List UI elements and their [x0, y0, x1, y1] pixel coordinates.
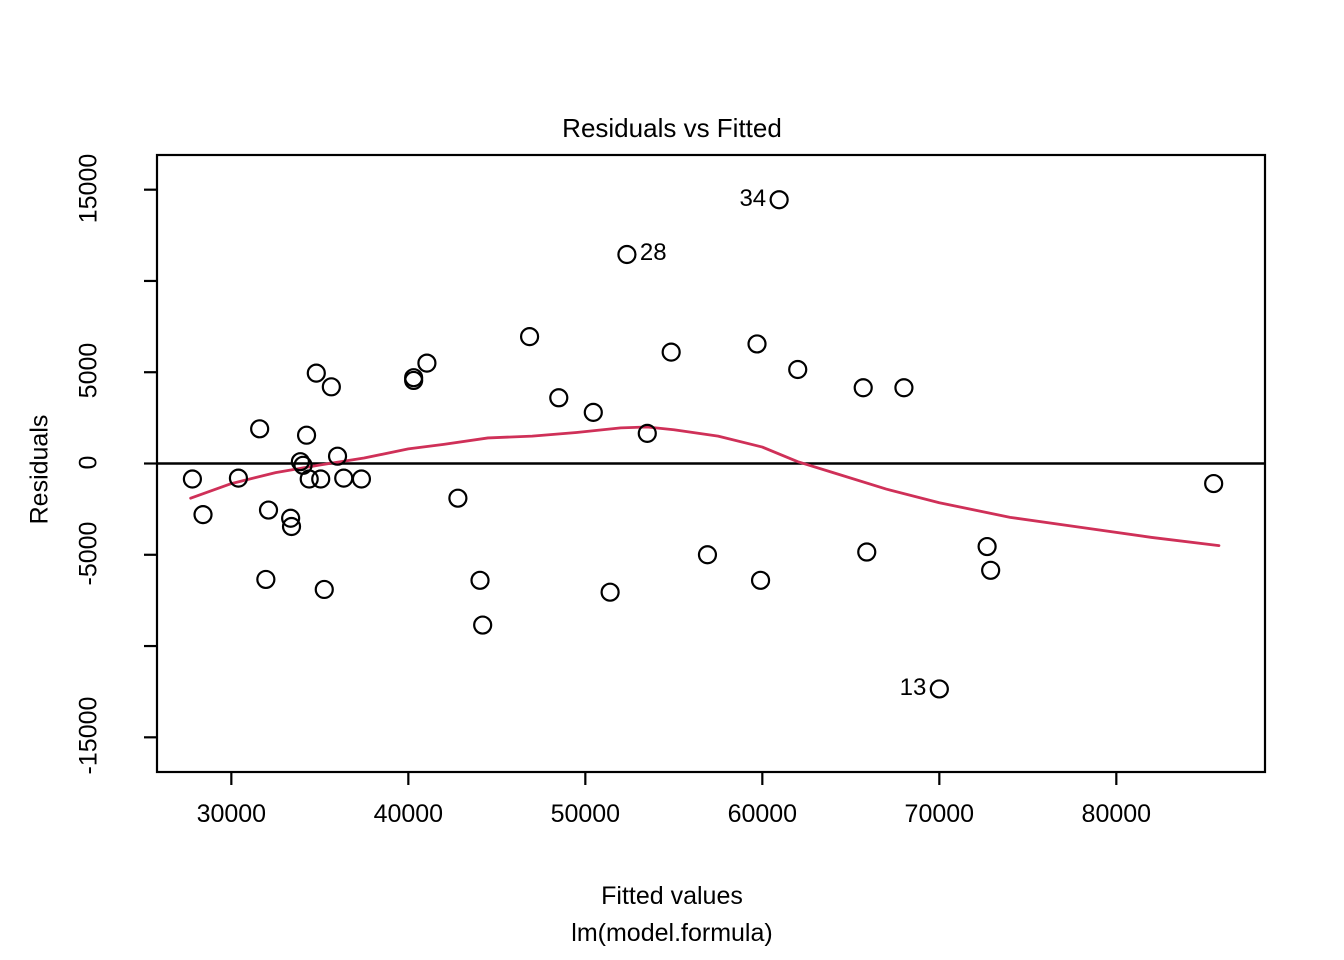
data-point — [258, 500, 279, 520]
data-point — [583, 402, 603, 422]
data-point — [250, 419, 270, 439]
x-tick-label: 30000 — [196, 800, 267, 828]
data-point — [769, 190, 789, 210]
data-point — [747, 334, 767, 354]
data-point — [351, 469, 372, 489]
data-point — [296, 425, 317, 445]
data-point — [290, 452, 310, 472]
y-tick-label: 15000 — [74, 153, 103, 223]
data-point — [321, 377, 341, 397]
data-point — [281, 516, 302, 537]
point-label-13: 13 — [899, 673, 927, 701]
point-label-34: 34 — [739, 184, 767, 212]
data-point — [448, 488, 468, 508]
data-point — [637, 423, 657, 443]
x-tick-label: 50000 — [550, 800, 621, 828]
data-point — [228, 468, 249, 488]
data-point — [334, 468, 354, 488]
y-tick-label: -5000 — [74, 521, 103, 586]
data-point — [981, 560, 1001, 580]
data-point — [404, 370, 424, 391]
x-tick-label: 80000 — [1081, 800, 1152, 828]
data-point — [306, 363, 326, 383]
data-point — [327, 446, 348, 466]
x-tick-label: 60000 — [727, 800, 798, 828]
data-point — [182, 469, 202, 489]
page-title: Residuals vs Fitted — [562, 113, 782, 143]
data-point — [299, 469, 319, 489]
data-point — [600, 582, 620, 602]
data-point — [977, 536, 997, 557]
data-point — [697, 545, 718, 565]
lowess-smoother-line — [189, 425, 1221, 548]
data-point — [857, 542, 877, 562]
data-point — [549, 388, 569, 408]
data-point — [750, 570, 771, 590]
y-tick-label: 5000 — [74, 342, 103, 399]
data-point — [788, 359, 808, 380]
data-point — [853, 378, 873, 398]
data-point — [661, 342, 681, 362]
x-tick-label: 40000 — [373, 800, 444, 828]
data-point — [193, 505, 213, 525]
data-point — [1204, 473, 1224, 494]
data-point — [281, 508, 301, 528]
data-point — [929, 679, 949, 699]
y-tick-label: -15000 — [74, 696, 103, 775]
y-axis-label: Residuals — [25, 414, 54, 525]
data-point — [256, 569, 276, 590]
x-tick-label: 70000 — [904, 800, 975, 828]
x-axis-sublabel: lm(model.formula) — [571, 919, 773, 947]
data-point — [519, 327, 540, 347]
data-point — [617, 244, 637, 265]
data-point — [314, 579, 334, 600]
x-axis-label: Fitted values — [601, 882, 743, 910]
y-tick-label: 0 — [74, 455, 103, 469]
data-point — [417, 353, 437, 373]
data-point — [470, 570, 490, 590]
data-point — [894, 378, 914, 398]
point-label-28: 28 — [639, 239, 667, 267]
data-point — [473, 615, 493, 635]
data-point — [311, 469, 331, 489]
